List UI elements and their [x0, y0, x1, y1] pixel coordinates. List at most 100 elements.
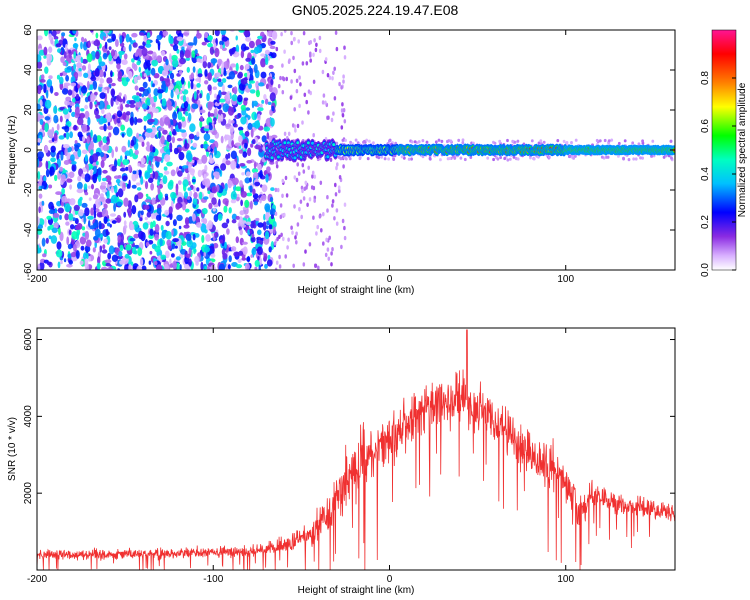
spectrogram-noise-cell — [111, 82, 116, 87]
spectrogram-noise-cell — [312, 215, 315, 220]
spectrogram-halo-cell — [627, 158, 631, 162]
spectrogram-noise-cell — [54, 92, 59, 96]
spectrogram-noise-cell — [238, 216, 244, 225]
spectrogram-noise-cell — [81, 36, 85, 43]
spectrogram-noise-cell — [252, 188, 256, 195]
spectrogram-noise-cell — [125, 166, 129, 171]
spectrogram-halo-cell — [639, 156, 642, 160]
spectrogram-halo-cell — [354, 138, 358, 142]
spectrogram-noise-cell — [204, 80, 209, 85]
spectrogram-noise-cell — [166, 99, 172, 108]
spectrogram-noise-cell — [184, 111, 189, 117]
spectrogram-noise-cell — [271, 30, 278, 40]
spectrogram-noise-cell — [212, 207, 216, 212]
spectrogram-halo-cell — [605, 155, 608, 159]
spectrogram-noise-cell — [59, 214, 62, 220]
spectrogram-noise-cell — [134, 194, 139, 203]
spectrogram-noise-cell — [68, 101, 75, 106]
spectrogram-noise-cell — [111, 149, 114, 159]
spectrogram-noise-cell — [281, 90, 285, 95]
spectrogram-noise-cell — [107, 181, 112, 185]
spectrogram-noise-cell — [196, 99, 201, 106]
spectrogram-noise-cell — [169, 72, 175, 80]
spectrogram-noise-cell — [70, 154, 75, 162]
spectrogram-noise-cell — [254, 144, 261, 150]
spectrogram-halo-cell — [337, 155, 341, 159]
spectrogram-noise-cell — [143, 73, 147, 77]
spectrogram-noise-cell — [252, 100, 258, 107]
spectrogram-noise-cell — [46, 53, 53, 63]
spectrogram-noise-cell — [243, 46, 250, 51]
spectrogram-noise-cell — [68, 171, 75, 179]
spectrogram-noise-cell — [292, 55, 295, 61]
spectrogram-noise-cell — [307, 110, 310, 115]
spectrogram-noise-cell — [152, 170, 155, 179]
spectrogram-noise-cell — [262, 221, 267, 231]
spectrogram-signal-cell — [332, 143, 336, 147]
spectrogram-noise-cell — [55, 43, 62, 48]
spectrogram-noise-cell — [40, 185, 45, 189]
spectrogram-noise-cell — [47, 226, 51, 231]
spectrogram-noise-cell — [151, 59, 158, 67]
spectrogram-noise-cell — [98, 61, 106, 67]
spectrogram-noise-cell — [117, 70, 123, 80]
spectrogram-noise-cell — [112, 114, 116, 120]
spectrogram-noise-cell — [39, 99, 43, 107]
spectrogram-noise-cell — [331, 247, 334, 252]
spectrogram-noise-cell — [293, 36, 296, 42]
spectrogram-noise-cell — [307, 89, 311, 94]
spectrogram-noise-cell — [103, 203, 108, 209]
spectrogram-noise-cell — [64, 69, 72, 73]
spectrogram-noise-cell — [182, 32, 190, 36]
spectrogram-noise-cell — [129, 103, 136, 108]
spectrogram-noise-cell — [103, 123, 107, 132]
spectrogram-noise-cell — [184, 49, 191, 59]
spectrogram-noise-cell — [127, 139, 131, 148]
spectrogram-noise-cell — [332, 70, 335, 76]
spectrogram-noise-cell — [101, 108, 105, 115]
spectrogram-noise-cell — [293, 175, 297, 180]
spectrogram-noise-cell — [267, 101, 272, 106]
spectrogram-noise-cell — [183, 224, 190, 229]
spectrogram-noise-cell — [224, 92, 231, 102]
spectrogram-noise-cell — [318, 48, 322, 54]
spectrogram-noise-cell — [250, 254, 253, 258]
spectrogram-halo-cell — [413, 140, 417, 144]
spectrogram-noise-cell — [96, 161, 99, 166]
spectrogram-noise-cell — [50, 145, 56, 153]
spectrogram-halo-cell — [662, 155, 666, 159]
spectrogram-noise-cell — [224, 241, 227, 249]
spectrogram-halo-cell — [407, 157, 411, 161]
spectrogram-noise-cell — [154, 233, 160, 241]
spectrogram-noise-cell — [72, 97, 76, 103]
spectrogram-noise-cell — [302, 262, 306, 267]
spectrogram-noise-cell — [144, 216, 148, 221]
spectrogram-halo-cell — [268, 138, 272, 143]
spectrogram-noise-cell — [269, 45, 276, 50]
spectrogram-noise-cell — [343, 202, 347, 207]
spectrogram-noise-cell — [104, 30, 110, 34]
spectrogram-halo-cell — [512, 155, 516, 159]
spectrogram-halo-cell — [348, 157, 352, 161]
spectrogram-noise-cell — [80, 41, 83, 50]
spectrogram-noise-cell — [46, 78, 53, 88]
spectrogram-noise-cell — [248, 83, 252, 89]
spectrogram-noise-cell — [115, 178, 121, 184]
spectrogram-noise-cell — [160, 50, 166, 57]
spectrogram-halo-cell — [568, 154, 572, 158]
spectrogram-noise-cell — [343, 225, 346, 231]
spectrogram-noise-cell — [128, 264, 132, 270]
spectrogram-noise-cell — [60, 260, 63, 265]
spectrogram-noise-cell — [121, 145, 127, 153]
spectrogram-noise-cell — [65, 96, 72, 102]
spectrogram-noise-cell — [265, 83, 270, 90]
spectrogram-noise-cell — [61, 195, 68, 203]
spectrogram-noise-cell — [308, 197, 312, 202]
spectrogram-signal-cell — [293, 156, 297, 160]
spectrogram-noise-cell — [110, 97, 114, 107]
spectrogram-noise-cell — [306, 202, 309, 207]
spectrogram-noise-cell — [83, 215, 86, 225]
spectrogram-noise-cell — [60, 151, 64, 161]
spectrogram-noise-cell — [284, 175, 288, 181]
spectrogram-noise-cell — [136, 92, 140, 96]
